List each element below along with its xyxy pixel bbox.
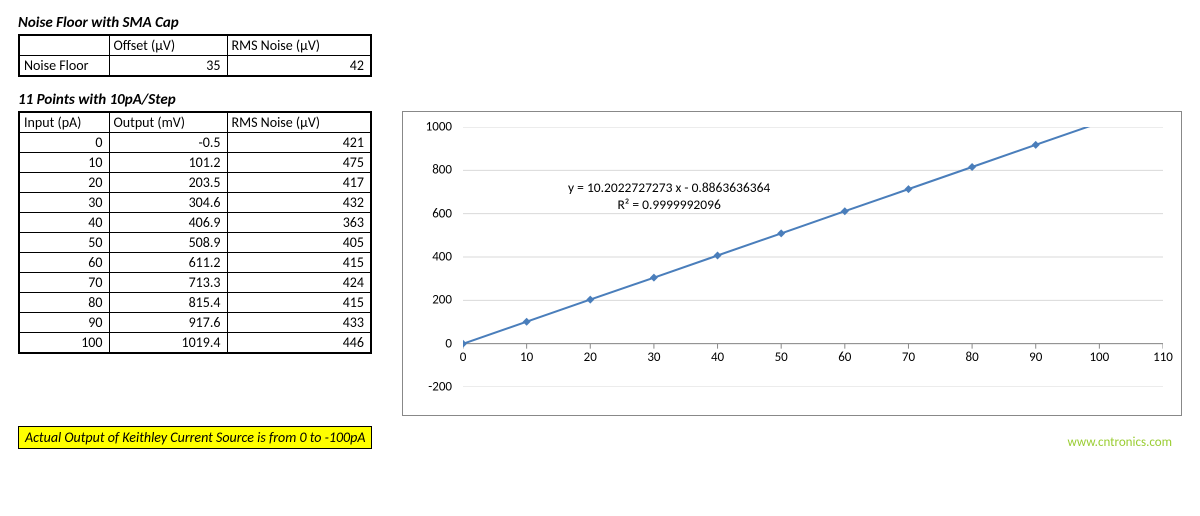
table-cell: 80 bbox=[19, 293, 109, 313]
table-cell: 432 bbox=[227, 193, 371, 213]
table-row: 1001019.4446 bbox=[19, 333, 371, 354]
table-cell: -0.5 bbox=[109, 133, 227, 153]
table-cell: 611.2 bbox=[109, 253, 227, 273]
table-cell: 417 bbox=[227, 173, 371, 193]
chart-y-labels: -20002004006008001000 bbox=[403, 127, 458, 387]
table-cell: 421 bbox=[227, 133, 371, 153]
table-row: 80815.4415 bbox=[19, 293, 371, 313]
equation-line2: R² = 0.9999992096 bbox=[617, 196, 720, 213]
table-cell: 40 bbox=[19, 213, 109, 233]
table-cell: 363 bbox=[227, 213, 371, 233]
table2-title: 11 Points with 10pA/Step bbox=[18, 91, 1182, 109]
noise-floor-table: Offset (µV)RMS Noise (µV)Noise Floor3542 bbox=[18, 34, 372, 77]
table1-title: Noise Floor with SMA Cap bbox=[18, 14, 1182, 32]
table-cell: 917.6 bbox=[109, 313, 227, 333]
chart-x-labels: 0102030405060708090100110 bbox=[463, 350, 1163, 370]
chart-plot-area bbox=[463, 127, 1163, 387]
table-cell: 42 bbox=[227, 56, 371, 77]
table-cell: 406.9 bbox=[109, 213, 227, 233]
table-cell: 90 bbox=[19, 313, 109, 333]
output-vs-input-chart: -20002004006008001000 010203040506070809… bbox=[402, 111, 1182, 416]
table-row: 40406.9363 bbox=[19, 213, 371, 233]
table-cell: 1019.4 bbox=[109, 333, 227, 354]
table-row: 60611.2415 bbox=[19, 253, 371, 273]
table-cell: 415 bbox=[227, 253, 371, 273]
table-cell: 508.9 bbox=[109, 233, 227, 253]
table-row: 90917.6433 bbox=[19, 313, 371, 333]
table-cell: 50 bbox=[19, 233, 109, 253]
table-cell: 100 bbox=[19, 333, 109, 354]
table-cell: 30 bbox=[19, 193, 109, 213]
table-cell: 70 bbox=[19, 273, 109, 293]
table-row: 10101.2475 bbox=[19, 153, 371, 173]
table-row: 30304.6432 bbox=[19, 193, 371, 213]
table-cell: 20 bbox=[19, 173, 109, 193]
table-cell: 304.6 bbox=[109, 193, 227, 213]
table-cell: 0 bbox=[19, 133, 109, 153]
table-cell: 60 bbox=[19, 253, 109, 273]
table-cell: 405 bbox=[227, 233, 371, 253]
table-cell: 475 bbox=[227, 153, 371, 173]
equation-line1: y = 10.2022727273 x - 0.8863636364 bbox=[568, 179, 770, 196]
table-cell: 101.2 bbox=[109, 153, 227, 173]
table-row-label: Noise Floor bbox=[19, 56, 109, 77]
chart-trendline-equation: y = 10.2022727273 x - 0.8863636364 R² = … bbox=[568, 179, 770, 213]
table-cell: 35 bbox=[109, 56, 227, 77]
table-row: 20203.5417 bbox=[19, 173, 371, 193]
table-row: 50508.9405 bbox=[19, 233, 371, 253]
footnote-highlight: Actual Output of Keithley Current Source… bbox=[18, 426, 372, 449]
table-row: 70713.3424 bbox=[19, 273, 371, 293]
table-cell: 713.3 bbox=[109, 273, 227, 293]
table-cell: 433 bbox=[227, 313, 371, 333]
table-cell: 10 bbox=[19, 153, 109, 173]
table-cell: 203.5 bbox=[109, 173, 227, 193]
table-cell: 424 bbox=[227, 273, 371, 293]
table-cell: 415 bbox=[227, 293, 371, 313]
table-cell: 815.4 bbox=[109, 293, 227, 313]
table-row: 0-0.5421 bbox=[19, 133, 371, 153]
points-table: Input (pA)Output (mV)RMS Noise (µV)0-0.5… bbox=[18, 111, 372, 354]
table-cell: 446 bbox=[227, 333, 371, 354]
